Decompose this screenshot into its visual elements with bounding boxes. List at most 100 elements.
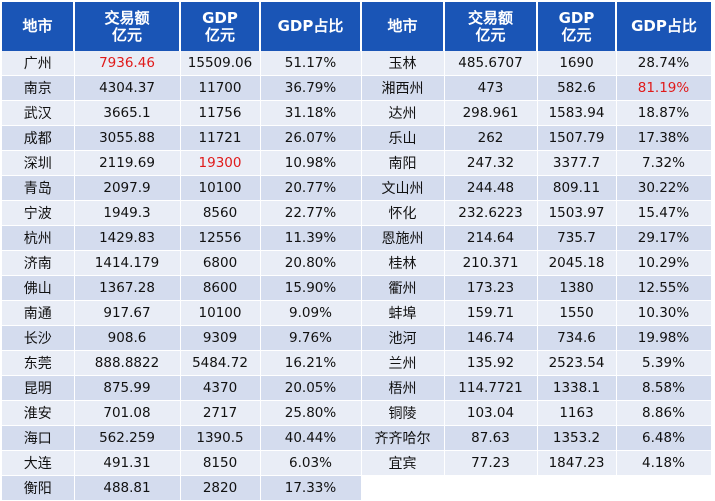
trade-cell: 146.74 [444,325,538,351]
header-ratio-left: GDP占比 [260,2,362,51]
trade-cell: 485.6707 [444,51,538,76]
city-cell: 杭州 [2,225,75,251]
trade-cell: 3055.88 [74,125,181,151]
trade-cell: 173.23 [444,275,538,301]
gdp-cell: 1690 [537,51,617,76]
gdp-cell: 1847.23 [537,450,617,476]
trade-cell: 875.99 [74,375,181,401]
table-row: 宁波 1949.3 8560 22.77% 怀化 232.6223 1503.97 15.47… [2,200,712,226]
gdp-cell: 1380 [537,275,617,301]
ratio-cell: 22.77% [260,200,362,226]
gdp-cell: 8600 [180,275,261,301]
empty-cell [537,475,617,501]
gdp-cell: 1583.94 [537,100,617,126]
table-row: 武汉 3665.1 11756 31.18% 达州 298.961 1583.94 18.87… [2,100,712,126]
ratio-cell: 36.79% [260,75,362,101]
gdp-cell: 2523.54 [537,350,617,376]
table-row: 佛山 1367.28 8600 15.90% 衢州 173.23 1380 12.55% [2,275,712,301]
city-cell: 青岛 [2,175,75,201]
trade-cell: 2119.69 [74,150,181,176]
trade-cell: 473 [444,75,538,101]
city-cell: 达州 [361,100,445,126]
city-cell: 海口 [2,425,75,451]
trade-cell: 135.92 [444,350,538,376]
header-gdp-right: GDP 亿元 [537,2,617,51]
ratio-cell: 20.05% [260,375,362,401]
city-cell: 乐山 [361,125,445,151]
table-row: 青岛 2097.9 10100 20.77% 文山州 244.48 809.11 30.22% [2,175,712,201]
city-cell: 南京 [2,75,75,101]
trade-cell: 244.48 [444,175,538,201]
city-cell: 大连 [2,450,75,476]
city-cell: 铜陵 [361,400,445,426]
ratio-cell: 6.48% [616,425,712,451]
city-cell: 齐齐哈尔 [361,425,445,451]
trade-cell: 262 [444,125,538,151]
header-city-left: 地市 [2,2,75,51]
gdp-cell: 12556 [180,225,261,251]
city-cell: 济南 [2,250,75,276]
gdp-cell: 582.6 [537,75,617,101]
empty-cell [616,475,712,501]
empty-cell [361,475,445,501]
ratio-cell: 4.18% [616,450,712,476]
city-cell: 佛山 [2,275,75,301]
gdp-cell: 2820 [180,475,261,501]
ratio-cell: 7.32% [616,150,712,176]
city-cell: 池河 [361,325,445,351]
trade-cell: 214.64 [444,225,538,251]
ratio-cell: 81.19% [616,75,712,101]
trade-cell: 159.71 [444,300,538,326]
ratio-cell: 10.98% [260,150,362,176]
ratio-cell: 8.86% [616,400,712,426]
table-row: 淮安 701.08 2717 25.80% 铜陵 103.04 1163 8.86% [2,400,712,426]
trade-cell: 1414.179 [74,250,181,276]
trade-cell: 103.04 [444,400,538,426]
trade-cell: 210.371 [444,250,538,276]
ratio-cell: 8.58% [616,375,712,401]
city-cell: 广州 [2,51,75,76]
trade-cell: 491.31 [74,450,181,476]
gdp-cell: 809.11 [537,175,617,201]
city-cell: 怀化 [361,200,445,226]
table-row: 南京 4304.37 11700 36.79% 湘西州 473 582.6 81.19% [2,75,712,101]
gdp-cell: 11721 [180,125,261,151]
gdp-cell: 1550 [537,300,617,326]
ratio-cell: 10.30% [616,300,712,326]
ratio-cell: 5.39% [616,350,712,376]
trade-cell: 247.32 [444,150,538,176]
table-row: 济南 1414.179 6800 20.80% 桂林 210.371 2045.18 10.2… [2,250,712,276]
city-cell: 深圳 [2,150,75,176]
city-cell: 湘西州 [361,75,445,101]
gdp-cell: 734.6 [537,325,617,351]
ratio-cell: 10.29% [616,250,712,276]
trade-cell: 4304.37 [74,75,181,101]
trade-cell: 7936.46 [74,51,181,76]
table-row: 杭州 1429.83 12556 11.39% 恩施州 214.64 735.7 29.17% [2,225,712,251]
trade-cell: 298.961 [444,100,538,126]
trade-cell: 3665.1 [74,100,181,126]
gdp-cell: 8560 [180,200,261,226]
city-cell: 淮安 [2,400,75,426]
city-cell: 宁波 [2,200,75,226]
city-cell: 武汉 [2,100,75,126]
empty-cell [444,475,538,501]
header-trade-left: 交易额 亿元 [74,2,181,51]
ratio-cell: 11.39% [260,225,362,251]
trade-cell: 114.7721 [444,375,538,401]
ratio-cell: 29.17% [616,225,712,251]
city-cell: 成都 [2,125,75,151]
gdp-cell: 1503.97 [537,200,617,226]
gdp-cell: 15509.06 [180,51,261,76]
ratio-cell: 18.87% [616,100,712,126]
gdp-cell: 1507.79 [537,125,617,151]
trade-cell: 917.67 [74,300,181,326]
gdp-cell: 11700 [180,75,261,101]
ratio-cell: 25.80% [260,400,362,426]
header-gdp-left: GDP 亿元 [180,2,261,51]
trade-cell: 1367.28 [74,275,181,301]
trade-cell: 888.8822 [74,350,181,376]
trade-cell: 77.23 [444,450,538,476]
